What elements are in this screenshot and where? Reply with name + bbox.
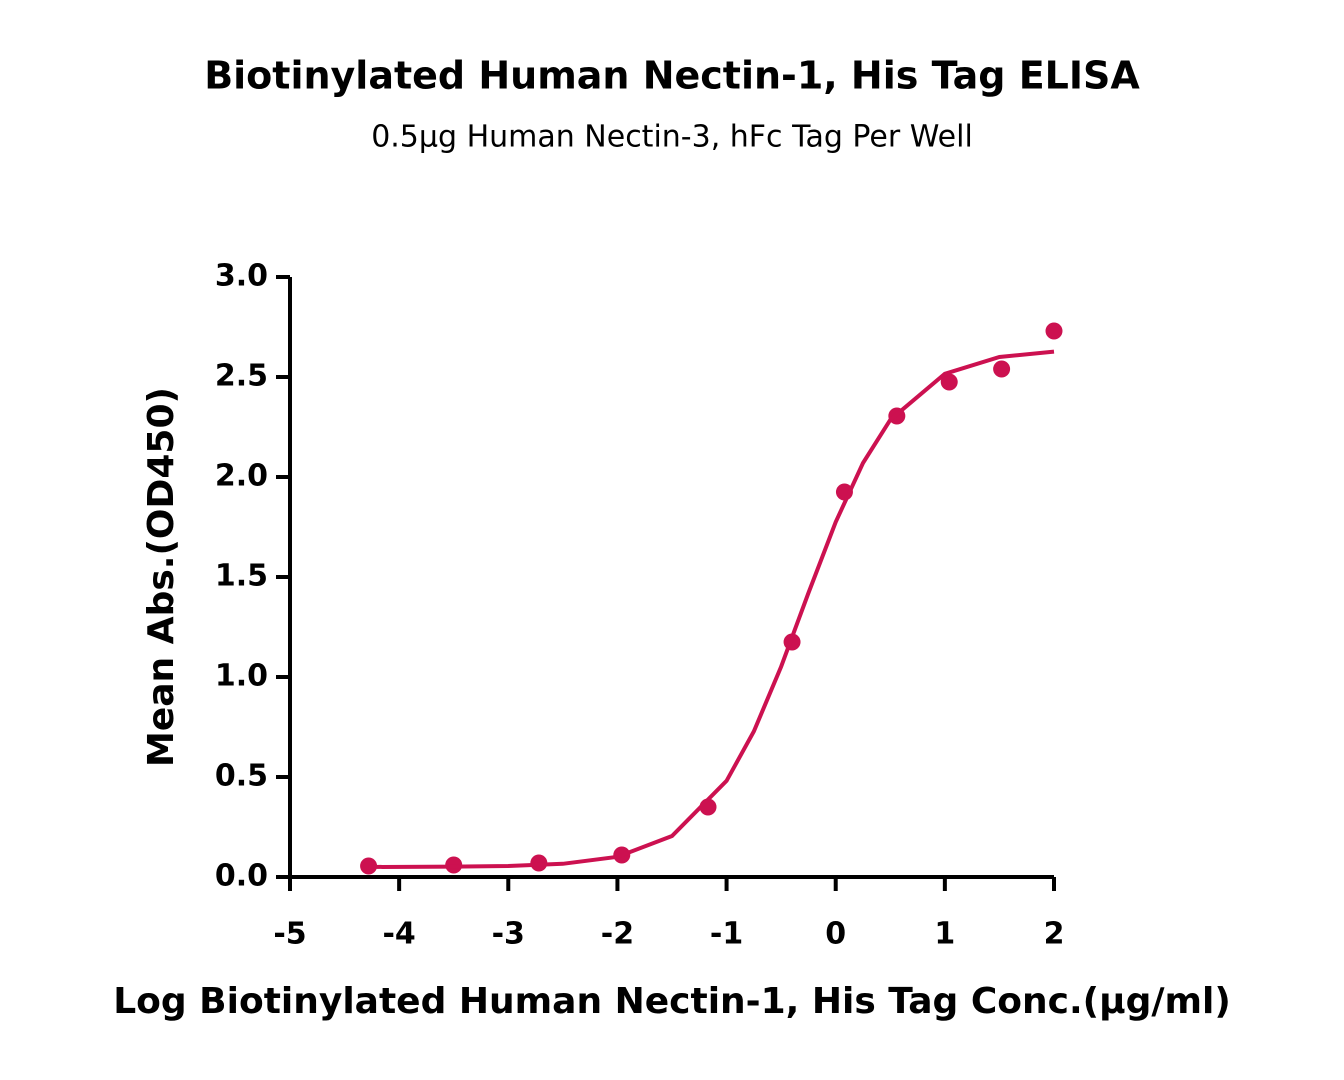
- x-tick-label: 1: [934, 917, 955, 952]
- x-axis-label: Log Biotinylated Human Nectin-1, His Tag…: [113, 981, 1231, 1022]
- y-tick-label: 2.5: [215, 359, 268, 394]
- y-tick-label: 0.5: [215, 759, 268, 794]
- x-tick-label: -3: [492, 917, 525, 952]
- y-axis-label: Mean Abs.(OD450): [141, 387, 182, 767]
- x-tick-label: -1: [710, 917, 743, 952]
- chart-subtitle: 0.5μg Human Nectin-3, hFc Tag Per Well: [371, 120, 973, 155]
- data-point: [993, 360, 1011, 378]
- y-tick-label: 0.0: [215, 859, 268, 894]
- y-tick-label: 1.5: [215, 559, 268, 594]
- x-tick-label: -5: [273, 917, 306, 952]
- chart-title: Biotinylated Human Nectin-1, His Tag ELI…: [204, 54, 1140, 98]
- x-tick-label: -2: [601, 917, 634, 952]
- y-tick-label: 3.0: [215, 259, 268, 294]
- x-tick-label: -4: [382, 917, 415, 952]
- x-tick-label: 0: [825, 917, 846, 952]
- x-tick-label: 2: [1044, 917, 1065, 952]
- y-tick-label: 2.0: [215, 459, 268, 494]
- data-point: [1045, 322, 1063, 340]
- data-point: [940, 373, 958, 391]
- y-tick-label: 1.0: [215, 659, 268, 694]
- fit-curve: [368, 349, 1055, 869]
